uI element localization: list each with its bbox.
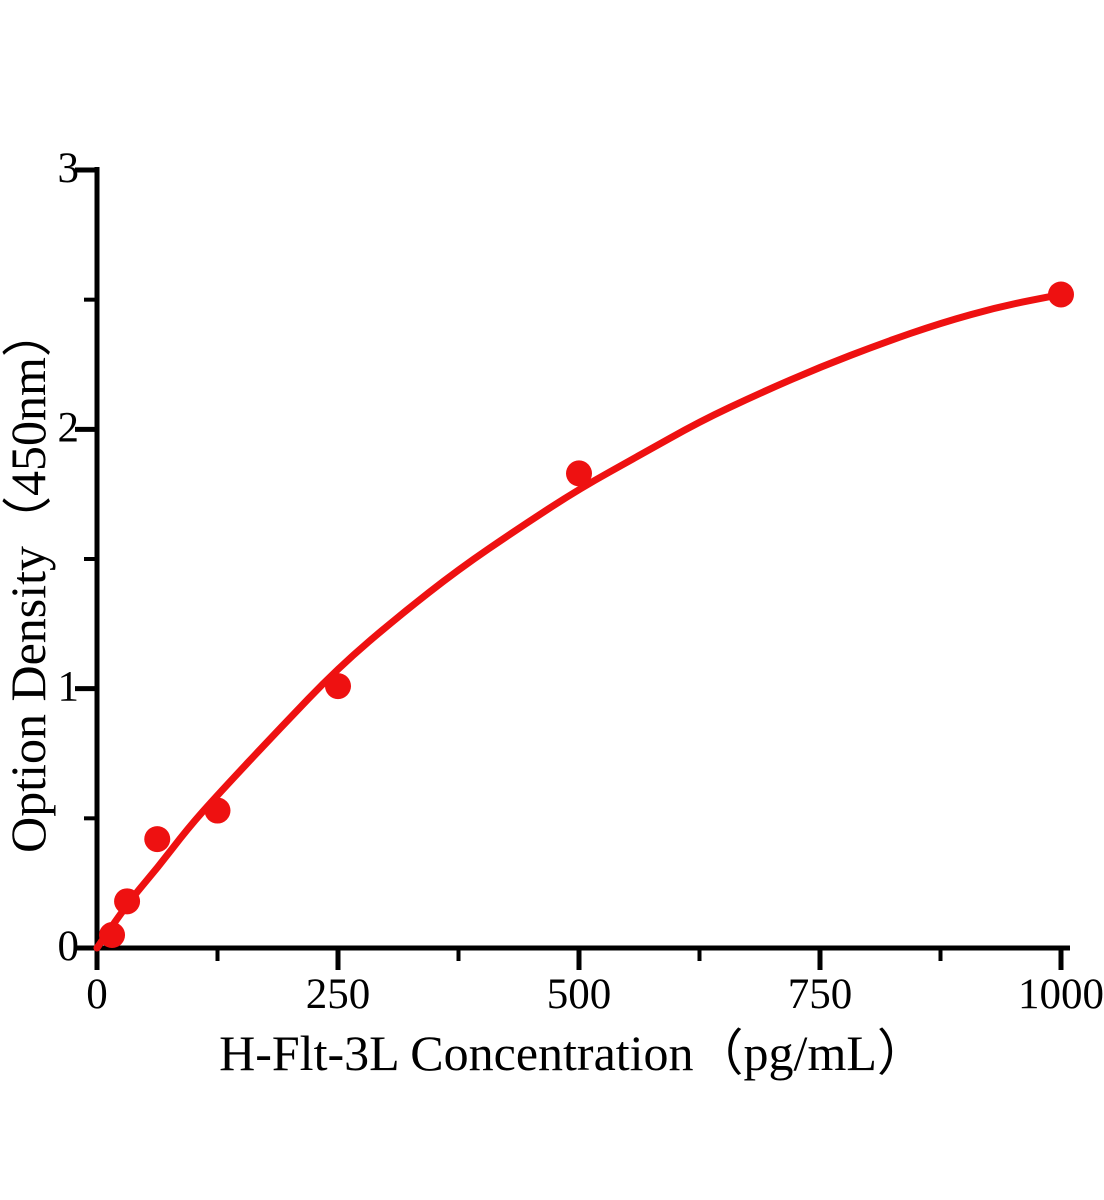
data-point xyxy=(99,922,126,949)
y-tick-label: 2 xyxy=(58,404,80,451)
x-tick-label: 1000 xyxy=(1018,971,1104,1018)
y-axis-title: Option Density（450nm） xyxy=(0,307,56,853)
data-point xyxy=(144,826,171,853)
x-tick-label: 250 xyxy=(306,971,371,1018)
data-point xyxy=(204,797,231,824)
y-tick-label: 0 xyxy=(58,923,80,970)
y-tick-label: 3 xyxy=(58,145,80,192)
x-tick-label: 0 xyxy=(86,971,108,1018)
fit-curve xyxy=(93,290,1065,952)
y-tick-label: 1 xyxy=(58,664,80,711)
x-tick-label: 750 xyxy=(788,971,853,1018)
data-point xyxy=(325,673,351,700)
axes-frame xyxy=(94,167,1070,951)
x-axis-title: H-Flt-3L Concentration（pg/mL） xyxy=(219,1025,927,1081)
data-point xyxy=(114,888,141,915)
data-point xyxy=(1048,281,1074,308)
x-tick-label: 500 xyxy=(547,971,612,1018)
data-point xyxy=(566,460,592,487)
